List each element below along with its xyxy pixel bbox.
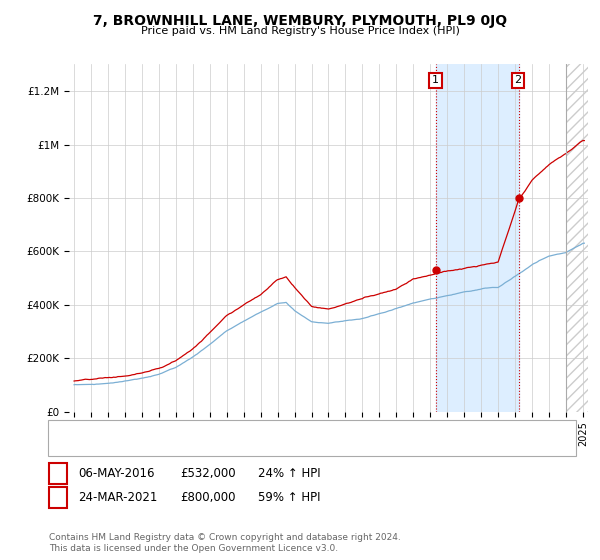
Text: 59% ↑ HPI: 59% ↑ HPI (258, 491, 320, 505)
Text: 2: 2 (55, 491, 62, 505)
Text: 1: 1 (55, 467, 62, 480)
Text: Price paid vs. HM Land Registry's House Price Index (HPI): Price paid vs. HM Land Registry's House … (140, 26, 460, 36)
Bar (566, 64, 600, 412)
Text: £800,000: £800,000 (180, 491, 235, 505)
Text: ——: —— (63, 424, 88, 437)
Text: 24% ↑ HPI: 24% ↑ HPI (258, 467, 320, 480)
Bar (566, 64, 600, 412)
Bar (436, 64, 519, 412)
Text: 7, BROWNHILL LANE, WEMBURY, PLYMOUTH, PL9 0JQ (detached house): 7, BROWNHILL LANE, WEMBURY, PLYMOUTH, PL… (89, 425, 458, 435)
Text: HPI: Average price, detached house, South Hams: HPI: Average price, detached house, Sout… (89, 441, 345, 451)
Text: 1: 1 (432, 76, 439, 86)
Text: 7, BROWNHILL LANE, WEMBURY, PLYMOUTH, PL9 0JQ: 7, BROWNHILL LANE, WEMBURY, PLYMOUTH, PL… (93, 14, 507, 28)
Text: 24-MAR-2021: 24-MAR-2021 (78, 491, 157, 505)
Text: Contains HM Land Registry data © Crown copyright and database right 2024.
This d: Contains HM Land Registry data © Crown c… (49, 533, 401, 553)
Text: ——: —— (63, 440, 88, 452)
Text: 06-MAY-2016: 06-MAY-2016 (78, 467, 155, 480)
Text: £532,000: £532,000 (180, 467, 236, 480)
Text: 2: 2 (514, 76, 521, 86)
